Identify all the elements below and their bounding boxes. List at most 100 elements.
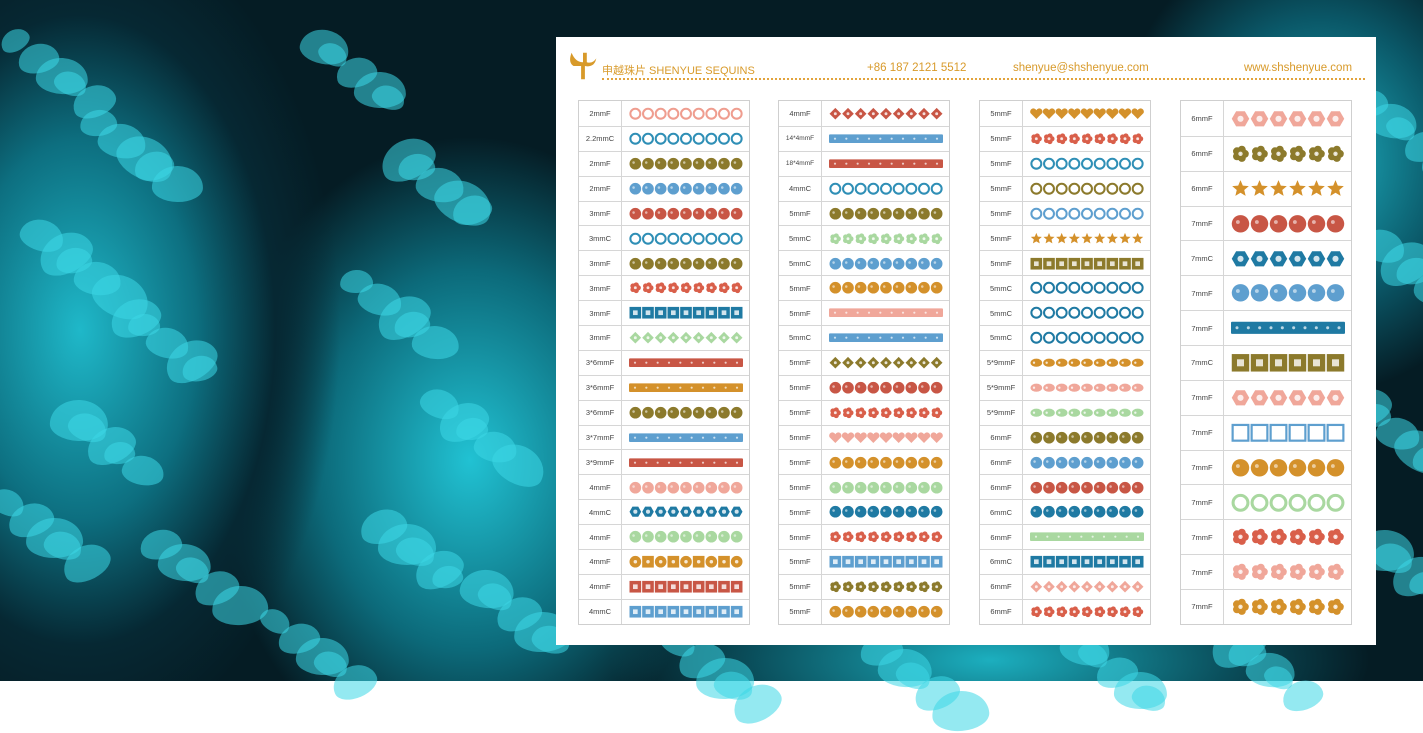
sequin-row[interactable]: 18*4mmF — [779, 150, 949, 176]
sequin-row[interactable]: 4mmF — [579, 524, 749, 550]
sequin-row[interactable]: 5mmF — [779, 374, 949, 400]
sequin-row[interactable]: 3mmC — [579, 225, 749, 251]
sequin-row[interactable]: 6mmC — [980, 549, 1150, 574]
sequin-row[interactable]: 7mmF — [1181, 379, 1351, 415]
sequin-row[interactable]: 5mmF — [779, 598, 949, 624]
sequin-row[interactable]: 5mmF — [980, 175, 1150, 201]
sequin-row[interactable]: 4mmC — [579, 499, 749, 525]
sequin-row[interactable]: 5mmC — [779, 225, 949, 251]
sequin-row[interactable]: 5mmF — [980, 225, 1150, 251]
sequin-strip — [622, 226, 749, 250]
sequin-row[interactable]: 6mmF — [1181, 101, 1351, 136]
sequin-row[interactable]: 5mmF — [779, 499, 949, 525]
sequin-row[interactable]: 7mmF — [1181, 554, 1351, 590]
sequin-row[interactable]: 3*6mmF — [579, 399, 749, 425]
sequin-row[interactable]: 5mmF — [779, 524, 949, 550]
sequin-row[interactable]: 5mmC — [980, 275, 1150, 301]
sequin-row[interactable]: 5mmF — [779, 474, 949, 500]
sequin-row[interactable]: 4mmF — [579, 474, 749, 500]
sequin-row[interactable]: 2mmF — [579, 150, 749, 176]
sequin-size-label: 5mmF — [779, 301, 822, 326]
sequin-row[interactable]: 7mmF — [1181, 205, 1351, 241]
sequin-row[interactable]: 5mmF — [779, 399, 949, 425]
sequin-row[interactable]: 6mmF — [980, 474, 1150, 500]
sequin-row[interactable]: 3mmF — [579, 300, 749, 326]
sequin-row[interactable]: 7mmC — [1181, 240, 1351, 276]
sequin-row[interactable]: 4mmF — [779, 101, 949, 126]
sequin-row[interactable]: 6mmF — [1181, 170, 1351, 206]
sequin-row[interactable]: 3mmF — [579, 325, 749, 350]
sequin-row[interactable]: 5mmF — [980, 150, 1150, 176]
sequin-row[interactable]: 4mmC — [579, 598, 749, 624]
sequin-row[interactable]: 7mmF — [1181, 589, 1351, 624]
sequin-row[interactable]: 7mmF — [1181, 310, 1351, 346]
sequin-row[interactable]: 5mmF — [779, 549, 949, 574]
sequin-row[interactable]: 5*9mmF — [980, 374, 1150, 400]
sequin-size-label: 5mmF — [779, 599, 822, 624]
sequin-row[interactable]: 6mmF — [980, 424, 1150, 450]
sequin-row[interactable]: 6mmF — [980, 573, 1150, 599]
sequin-row[interactable]: 4mmF — [579, 573, 749, 599]
sequin-row[interactable]: 2mmF — [579, 101, 749, 126]
sequin-row[interactable]: 6mmF — [1181, 135, 1351, 171]
sequin-row[interactable]: 3*6mmF — [579, 349, 749, 375]
email-address[interactable]: shenyue@shshenyue.com — [1013, 62, 1149, 74]
sequin-row[interactable]: 5mmF — [779, 349, 949, 375]
sequin-row[interactable]: 5mmC — [980, 325, 1150, 350]
sequin-row[interactable]: 5mmF — [779, 449, 949, 475]
sequin-row[interactable]: 4mmC — [779, 175, 949, 201]
sequin-row[interactable]: 7mmF — [1181, 275, 1351, 311]
sequin-swatch-hex — [629, 507, 742, 518]
sequin-strip — [622, 301, 749, 325]
sequin-size-label: 4mmC — [579, 500, 622, 525]
sequin-row[interactable]: 3mmF — [579, 275, 749, 301]
sequin-row[interactable]: 6mmF — [980, 449, 1150, 475]
sequin-row[interactable]: 3*7mmF — [579, 424, 749, 450]
sequin-row[interactable]: 3mmF — [579, 200, 749, 226]
sequin-row[interactable]: 5mmF — [779, 300, 949, 326]
sequin-row[interactable]: 5*9mmF — [980, 349, 1150, 375]
sequin-row[interactable]: 5mmF — [779, 573, 949, 599]
sequin-row[interactable]: 5*9mmF — [980, 399, 1150, 425]
website-link[interactable]: www.shshenyue.com — [1244, 62, 1353, 74]
sequin-row[interactable]: 2mmF — [579, 175, 749, 201]
sequin-size-label: 7mmF — [1181, 450, 1224, 485]
brand-name: 申越珠片 SHENYUE SEQUINS — [602, 65, 755, 77]
sequin-row[interactable]: 7mmF — [1181, 484, 1351, 520]
sequin-strip — [1224, 241, 1351, 275]
sequin-row[interactable]: 2.2mmC — [579, 125, 749, 151]
sequin-row[interactable]: 6mmC — [980, 499, 1150, 525]
sequin-strip — [822, 450, 949, 474]
sequin-size-label: 5mmF — [980, 151, 1023, 176]
sequin-row[interactable]: 7mmC — [1181, 345, 1351, 380]
phone-number[interactable]: +86 187 2121 5512 — [867, 62, 967, 74]
sequin-swatch-ovals — [1030, 383, 1143, 392]
sequin-swatch-dots — [629, 182, 742, 195]
sequin-row[interactable]: 5mmF — [980, 200, 1150, 226]
sequin-strip — [622, 401, 749, 425]
sequin-row[interactable]: 5mmF — [779, 200, 949, 226]
sequin-row[interactable]: 7mmF — [1181, 414, 1351, 450]
sequin-size-label: 4mmF — [579, 574, 622, 599]
sequin-row[interactable]: 6mmF — [980, 598, 1150, 624]
sequin-row[interactable]: 3*6mmF — [579, 374, 749, 400]
sequin-row[interactable]: 5mmF — [779, 424, 949, 450]
sequin-row[interactable]: 6mmF — [980, 524, 1150, 550]
sequin-row[interactable]: 5mmF — [980, 125, 1150, 151]
sequin-row[interactable]: 5mmC — [980, 300, 1150, 326]
sequin-row[interactable]: 5mmF — [980, 250, 1150, 276]
sequin-row[interactable]: 5mmC — [779, 250, 949, 276]
sequin-row[interactable]: 7mmF — [1181, 519, 1351, 555]
sequin-swatch-dots — [829, 207, 942, 220]
sequin-row[interactable]: 5mmC — [779, 325, 949, 350]
sequin-catalog-sheet: 申越珠片 SHENYUE SEQUINS +86 187 2121 5512 s… — [556, 37, 1376, 645]
sequin-row[interactable]: 3*9mmF — [579, 449, 749, 475]
sequin-row[interactable]: 4mmF — [579, 549, 749, 574]
sequin-row[interactable]: 14*4mmF — [779, 125, 949, 151]
sequin-row[interactable]: 7mmF — [1181, 449, 1351, 485]
sequin-row[interactable]: 3mmF — [579, 250, 749, 276]
sequin-row[interactable]: 5mmF — [779, 275, 949, 301]
sequin-strip — [822, 500, 949, 524]
sequin-row[interactable]: 5mmF — [980, 101, 1150, 126]
sequin-strip — [1224, 172, 1351, 206]
